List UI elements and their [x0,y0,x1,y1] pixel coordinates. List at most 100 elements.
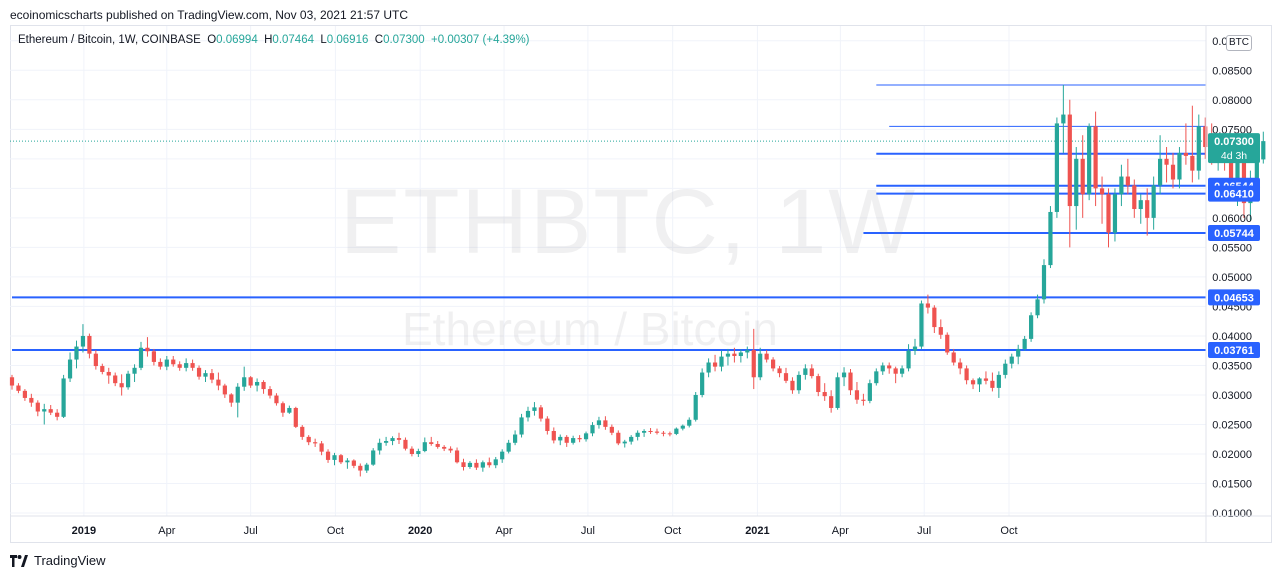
candle-body [1183,152,1188,156]
price-tick-label: 0.02000 [1212,449,1252,461]
candle-body [745,350,750,353]
candle-body [945,334,950,353]
price-tick-label: 0.01000 [1212,508,1252,520]
candle-body [990,380,995,388]
candle-body [390,438,395,442]
candle-body [100,366,105,372]
candle-body [1228,152,1234,189]
candle-body [545,418,550,431]
price-tick-label: 0.06000 [1212,213,1252,225]
candle-body [1151,185,1156,218]
candle-body [900,368,905,374]
candle-body [338,455,344,463]
candle-body [970,380,976,385]
candle-body [687,419,692,426]
candle-body [693,394,698,420]
candle-body [106,371,111,376]
candle-body [712,362,718,367]
candle-body [803,368,808,375]
candle-body [596,420,602,426]
candle-body [1080,158,1085,195]
time-tick-label: Jul [917,525,931,537]
price-tick-label: 0.05500 [1212,242,1252,254]
time-tick-label: 2020 [408,525,432,537]
candle-body [996,374,1001,388]
candle-body [177,364,182,368]
candle-body [22,390,27,398]
candle-body [145,347,150,352]
candle-body [764,353,769,360]
tradingview-brand[interactable]: TradingView [10,553,106,568]
candle-body [442,446,447,449]
candle-body [551,430,556,441]
candle-body [171,359,176,365]
candle-body [1041,265,1047,300]
current-price-badge [1208,133,1260,164]
candle-body [1035,299,1040,316]
candle-body [1112,194,1118,233]
candle-body [409,448,414,455]
candle-body [267,389,273,396]
price-tick-label: 0.05000 [1212,272,1252,284]
candle-body [777,368,782,374]
candle-body [583,433,589,440]
candle-body [480,462,485,468]
candle-body [558,436,563,441]
level-badge [1208,342,1260,359]
candle-body [261,381,266,390]
candle-body [1203,126,1208,148]
candle-body [429,442,434,444]
candle-body [938,327,943,335]
candle-body [487,462,492,466]
candle-body [461,462,466,467]
close-label: C [374,34,384,46]
candle-body [751,350,756,378]
candle-body [184,363,189,368]
candle-body [196,367,202,377]
candle-body [325,451,331,460]
candle-body [222,385,227,395]
candle-body [861,399,866,401]
candle-body [203,373,208,377]
price-tick-label: 0.08000 [1212,95,1252,107]
price-tick-label: 0.04000 [1212,331,1252,343]
candle-body [1177,152,1182,180]
candle-body [642,430,647,433]
description-watermark: Ethereum / Bitcoin [402,303,778,355]
price-badges: 0.070860.065440.064100.057440.046530.037… [1208,133,1260,359]
candle-body [332,455,337,460]
candle-body [396,438,402,440]
candle-body [1022,338,1027,349]
candle-body [1048,211,1053,266]
candle-body [164,359,169,367]
candle-body [700,372,705,395]
symbol-name[interactable]: Ethereum / Bitcoin, 1W, COINBASE [18,34,201,46]
candle-body [519,417,524,435]
candle-body [1003,363,1008,375]
candle-body [1093,126,1098,189]
candle-body [422,442,427,452]
currency-unit-button[interactable]: BTC [1226,35,1252,51]
candle-body [235,386,240,403]
candle-body [242,377,247,387]
candle-body [674,428,679,434]
candle-body [190,363,195,368]
candle-body [500,451,505,460]
candle-body [1119,176,1124,195]
candle-body [55,412,60,417]
brand-name: TradingView [34,553,106,568]
candle-body [732,353,737,357]
candle-body [351,460,356,466]
price-tick-label: 0.03500 [1212,360,1252,372]
candle-body [300,426,305,437]
candle-body [1196,126,1201,171]
price-axis: 0.090000.085000.080000.075000.070000.065… [1205,26,1252,543]
candle-body [622,441,627,444]
time-tick-label: 2021 [745,525,769,537]
candle-body [867,383,872,401]
candle-body [538,407,543,419]
chart-pane[interactable] [10,25,1272,543]
candle-body [80,335,86,347]
level-badge-label: 0.04653 [1214,292,1254,304]
